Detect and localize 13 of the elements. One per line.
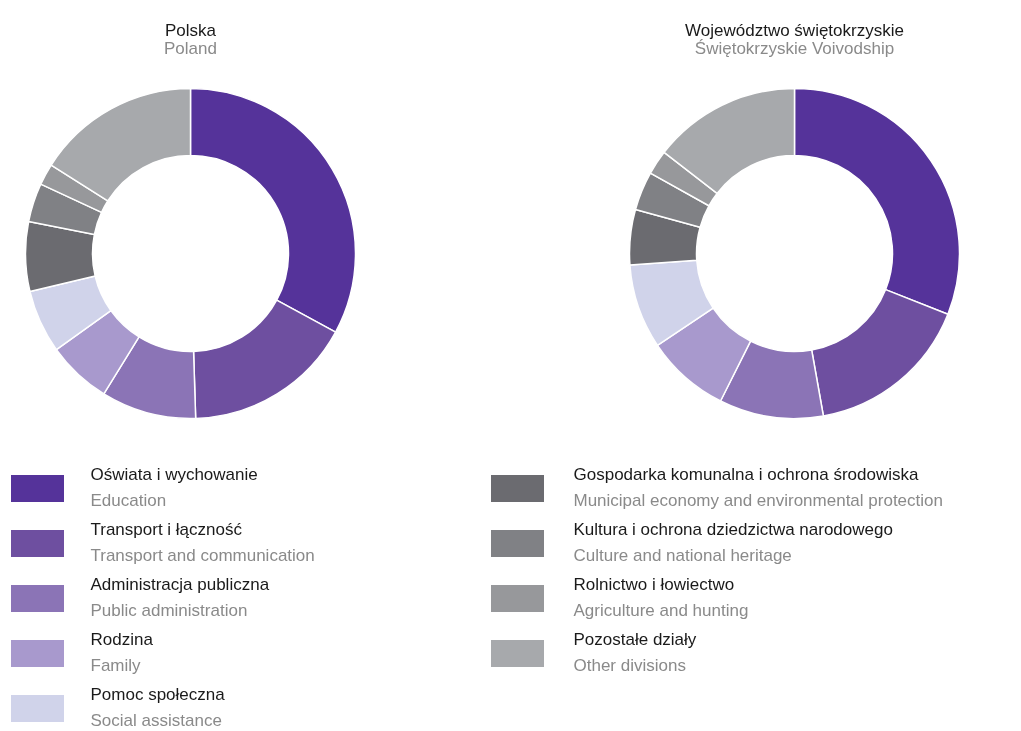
- legend-label: Rodzina Family: [90, 630, 154, 675]
- legend-label: Pomoc społeczna Social assistance: [90, 685, 226, 730]
- legend-label: Kultura i ochrona dziedzictwa narodowego Culture and national heritage: [573, 520, 893, 565]
- chart-subtitle: Świętokrzyskie Voivodship: [694, 39, 895, 58]
- legend-label: Gospodarka komunalna i ochrona środowiska Municipal economy and environmental protection: [573, 465, 943, 510]
- legend-label: Transport i łączność Transport and communication: [90, 520, 315, 565]
- legend-label: Pozostałe działy Other divisions: [573, 630, 697, 675]
- chart-title: Województwo świętokrzyskie: [685, 21, 904, 40]
- legend-label: Oświata i wychowanie Education: [90, 465, 258, 510]
- legend-label: Administracja publiczna Public administration: [90, 575, 270, 620]
- chart-title: Polska: [164, 21, 217, 40]
- chart-subtitle: Poland: [164, 39, 217, 58]
- legend-label: Rolnictwo i łowiectwo Agriculture and hunting: [573, 575, 749, 620]
